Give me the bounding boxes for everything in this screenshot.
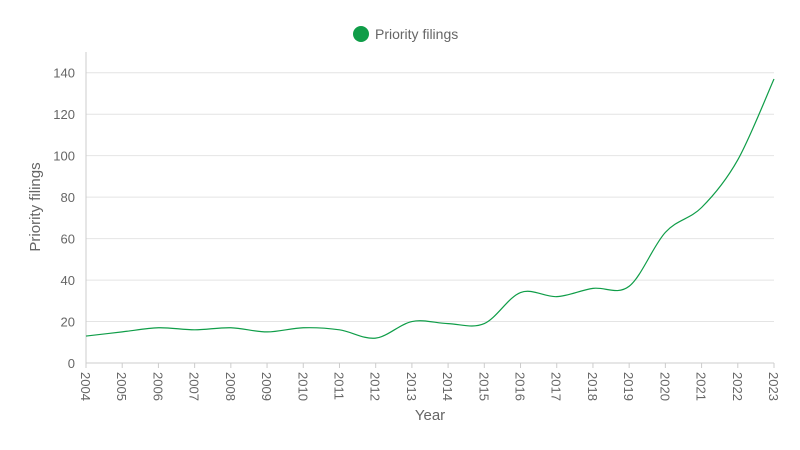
x-tick-label: 2022: [730, 372, 745, 401]
series-layer: [83, 76, 777, 341]
x-tick-label: 2013: [404, 372, 419, 401]
data-point[interactable]: [445, 321, 451, 327]
x-tick-labels: 2004 2005 2006 2007 2008 2009 2010 2011 2012 2013…: [78, 363, 781, 401]
x-tick-label: 2020: [657, 372, 672, 401]
data-point[interactable]: [373, 335, 379, 341]
data-point[interactable]: [771, 76, 777, 82]
x-tick-label: 2018: [585, 372, 600, 401]
x-tick-label: 2008: [223, 372, 238, 401]
legend-marker-icon: [353, 26, 369, 42]
x-tick-label: 2009: [259, 372, 274, 401]
data-point[interactable]: [336, 327, 342, 333]
y-tick-labels: 0 20 40 60 80 100 120 140: [53, 66, 75, 371]
data-point[interactable]: [481, 321, 487, 327]
gridlines: [86, 72, 774, 323]
data-point[interactable]: [409, 319, 415, 325]
x-tick-label: 2021: [694, 372, 709, 401]
x-tick-label: 2004: [78, 372, 93, 401]
data-point[interactable]: [228, 325, 234, 331]
data-point[interactable]: [662, 229, 668, 235]
data-point[interactable]: [699, 205, 705, 211]
x-tick-label: 2010: [295, 372, 310, 401]
y-tick-label: 60: [61, 232, 75, 247]
x-tick-label: 2012: [368, 372, 383, 401]
legend[interactable]: Priority filings: [353, 26, 458, 42]
y-tick-label: 0: [68, 356, 75, 371]
y-tick-label: 140: [53, 66, 75, 81]
x-tick-label: 2011: [331, 372, 346, 400]
y-tick-label: 120: [53, 107, 75, 122]
y-axis-title: Priority filings: [27, 162, 44, 251]
x-tick-label: 2014: [440, 372, 455, 401]
x-tick-label: 2007: [187, 372, 202, 401]
data-point[interactable]: [626, 283, 632, 289]
x-tick-label: 2017: [549, 372, 564, 401]
x-tick-label: 2015: [476, 372, 491, 401]
data-point[interactable]: [518, 290, 524, 296]
data-point[interactable]: [300, 325, 306, 331]
y-tick-label: 100: [53, 149, 75, 164]
data-point[interactable]: [192, 327, 198, 333]
legend-label: Priority filings: [375, 26, 458, 42]
data-point[interactable]: [155, 325, 161, 331]
x-tick-label: 2023: [766, 372, 781, 401]
data-point[interactable]: [83, 333, 89, 339]
series-line-priority-filings: [85, 78, 775, 339]
x-tick-label: 2016: [513, 372, 528, 401]
data-point[interactable]: [735, 157, 741, 163]
y-tick-label: 20: [61, 315, 75, 330]
x-tick-label: 2019: [621, 372, 636, 401]
y-tick-label: 40: [61, 273, 75, 288]
data-point[interactable]: [119, 329, 125, 335]
data-point[interactable]: [264, 329, 270, 335]
x-tick-label: 2005: [114, 372, 129, 401]
x-axis-title: Year: [415, 407, 445, 424]
data-point[interactable]: [554, 294, 560, 300]
x-tick-label: 2006: [150, 372, 165, 401]
y-tick-label: 80: [61, 190, 75, 205]
data-point[interactable]: [590, 285, 596, 291]
